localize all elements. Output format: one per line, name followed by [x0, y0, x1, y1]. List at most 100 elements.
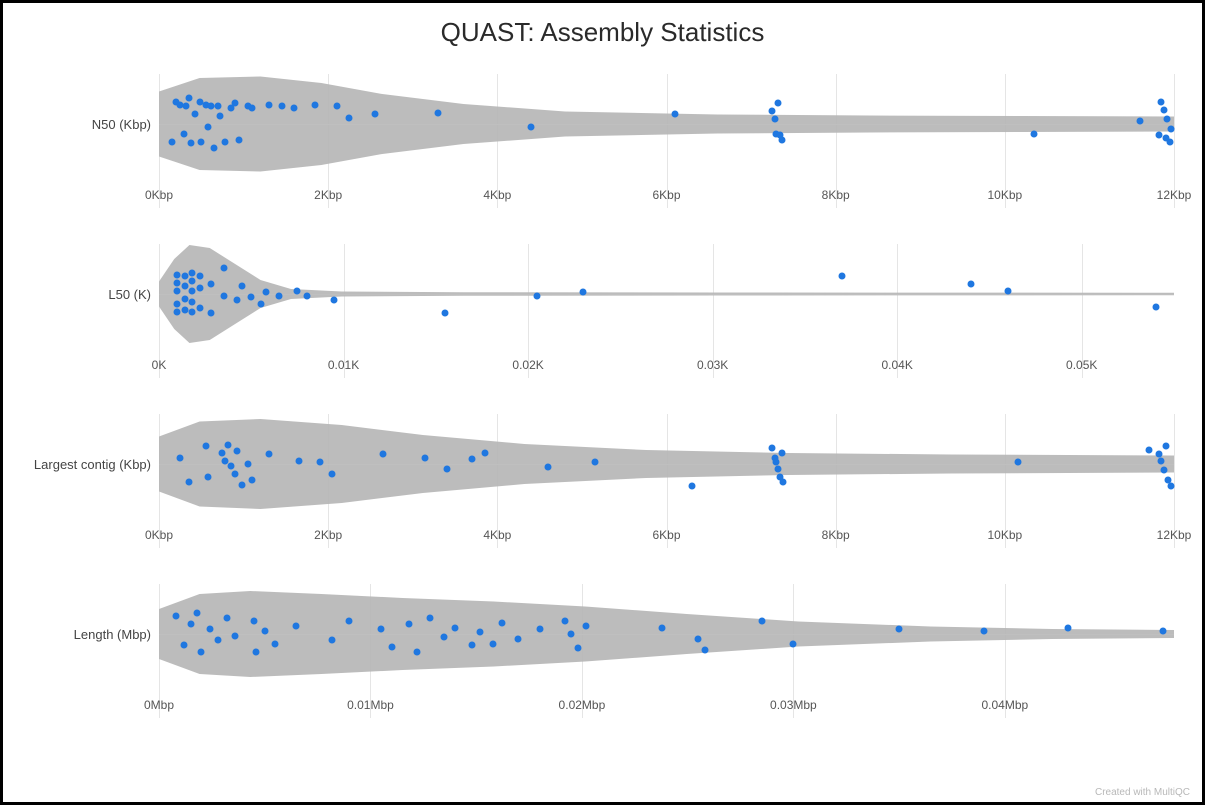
data-point[interactable]	[775, 465, 782, 472]
data-point[interactable]	[275, 292, 282, 299]
data-point[interactable]	[769, 445, 776, 452]
data-point[interactable]	[1158, 457, 1165, 464]
data-point[interactable]	[181, 295, 188, 302]
data-point[interactable]	[1160, 467, 1167, 474]
data-point[interactable]	[196, 305, 203, 312]
data-point[interactable]	[371, 111, 378, 118]
plot-body-length[interactable]	[159, 584, 1174, 684]
data-point[interactable]	[220, 265, 227, 272]
data-point[interactable]	[545, 464, 552, 471]
data-point[interactable]	[189, 299, 196, 306]
data-point[interactable]	[1004, 287, 1011, 294]
data-point[interactable]	[216, 113, 223, 120]
plot-body-n50[interactable]	[159, 74, 1174, 174]
data-point[interactable]	[346, 114, 353, 121]
data-point[interactable]	[198, 138, 205, 145]
data-point[interactable]	[223, 615, 230, 622]
data-point[interactable]	[1160, 106, 1167, 113]
data-point[interactable]	[435, 109, 442, 116]
data-point[interactable]	[1164, 116, 1171, 123]
data-point[interactable]	[205, 124, 212, 131]
data-point[interactable]	[261, 627, 268, 634]
data-point[interactable]	[303, 292, 310, 299]
data-point[interactable]	[272, 640, 279, 647]
data-point[interactable]	[780, 478, 787, 485]
data-point[interactable]	[568, 631, 575, 638]
data-point[interactable]	[1014, 459, 1021, 466]
data-point[interactable]	[168, 138, 175, 145]
data-point[interactable]	[1168, 125, 1175, 132]
data-point[interactable]	[1145, 446, 1152, 453]
data-point[interactable]	[253, 648, 260, 655]
data-point[interactable]	[174, 271, 181, 278]
data-point[interactable]	[316, 459, 323, 466]
data-point[interactable]	[210, 145, 217, 152]
data-point[interactable]	[207, 310, 214, 317]
data-point[interactable]	[346, 618, 353, 625]
data-point[interactable]	[331, 297, 338, 304]
data-point[interactable]	[778, 137, 785, 144]
data-point[interactable]	[295, 457, 302, 464]
data-point[interactable]	[333, 103, 340, 110]
data-point[interactable]	[980, 627, 987, 634]
data-point[interactable]	[790, 640, 797, 647]
data-point[interactable]	[583, 623, 590, 630]
data-point[interactable]	[1152, 303, 1159, 310]
data-point[interactable]	[174, 279, 181, 286]
data-point[interactable]	[215, 637, 222, 644]
data-point[interactable]	[294, 287, 301, 294]
data-point[interactable]	[695, 635, 702, 642]
data-point[interactable]	[183, 103, 190, 110]
plot-body-largest[interactable]	[159, 414, 1174, 514]
data-point[interactable]	[177, 454, 184, 461]
data-point[interactable]	[490, 640, 497, 647]
data-point[interactable]	[312, 101, 319, 108]
data-point[interactable]	[562, 618, 569, 625]
data-point[interactable]	[293, 623, 300, 630]
data-point[interactable]	[896, 626, 903, 633]
data-point[interactable]	[468, 456, 475, 463]
data-point[interactable]	[221, 138, 228, 145]
data-point[interactable]	[194, 610, 201, 617]
data-point[interactable]	[1065, 624, 1072, 631]
data-point[interactable]	[388, 643, 395, 650]
data-point[interactable]	[236, 137, 243, 144]
data-point[interactable]	[688, 483, 695, 490]
data-point[interactable]	[232, 100, 239, 107]
data-point[interactable]	[181, 273, 188, 280]
data-point[interactable]	[265, 101, 272, 108]
data-point[interactable]	[215, 103, 222, 110]
data-point[interactable]	[189, 278, 196, 285]
data-point[interactable]	[1031, 130, 1038, 137]
data-point[interactable]	[452, 624, 459, 631]
data-point[interactable]	[838, 273, 845, 280]
data-point[interactable]	[189, 308, 196, 315]
data-point[interactable]	[251, 618, 258, 625]
data-point[interactable]	[219, 449, 226, 456]
data-point[interactable]	[206, 626, 213, 633]
data-point[interactable]	[574, 645, 581, 652]
data-point[interactable]	[426, 615, 433, 622]
data-point[interactable]	[181, 307, 188, 314]
data-point[interactable]	[405, 621, 412, 628]
data-point[interactable]	[263, 289, 270, 296]
data-point[interactable]	[233, 297, 240, 304]
data-point[interactable]	[441, 634, 448, 641]
data-point[interactable]	[528, 124, 535, 131]
data-point[interactable]	[1137, 117, 1144, 124]
data-point[interactable]	[232, 632, 239, 639]
data-point[interactable]	[191, 111, 198, 118]
data-point[interactable]	[220, 292, 227, 299]
data-point[interactable]	[671, 111, 678, 118]
data-point[interactable]	[278, 103, 285, 110]
data-point[interactable]	[758, 618, 765, 625]
data-point[interactable]	[189, 287, 196, 294]
data-point[interactable]	[536, 626, 543, 633]
data-point[interactable]	[238, 481, 245, 488]
data-point[interactable]	[534, 292, 541, 299]
data-point[interactable]	[174, 287, 181, 294]
data-point[interactable]	[468, 642, 475, 649]
data-point[interactable]	[196, 284, 203, 291]
data-point[interactable]	[227, 462, 234, 469]
data-point[interactable]	[205, 473, 212, 480]
